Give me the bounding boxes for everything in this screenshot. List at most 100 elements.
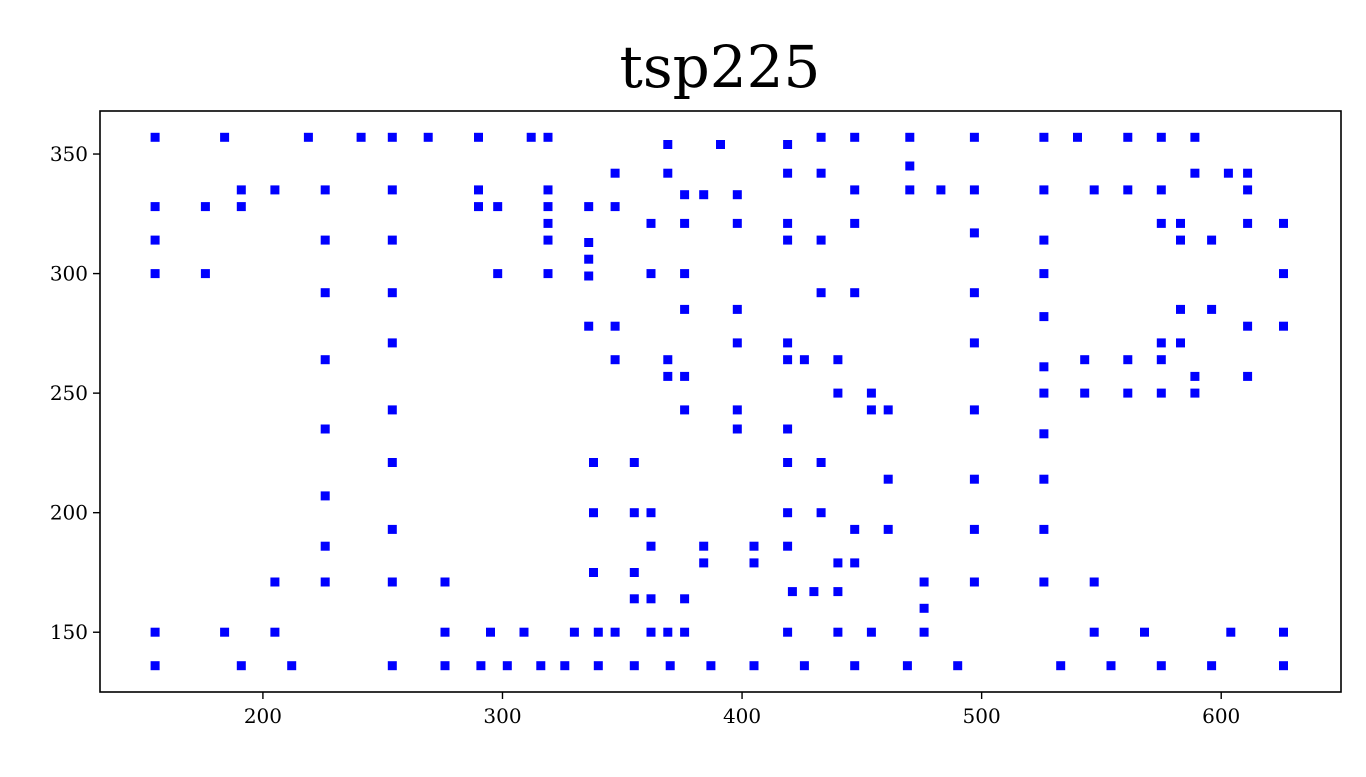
data-point — [220, 627, 230, 637]
data-point — [486, 627, 495, 637]
data-point — [969, 288, 979, 298]
data-point — [1089, 627, 1099, 637]
data-point — [1039, 312, 1049, 322]
data-point — [663, 355, 673, 365]
data-point — [969, 577, 979, 587]
data-point — [1190, 388, 1200, 398]
data-point — [646, 218, 656, 228]
data-point — [883, 524, 893, 534]
data-point — [663, 168, 673, 178]
data-point — [220, 132, 230, 142]
data-point — [663, 140, 673, 149]
data-point — [716, 140, 725, 149]
data-point — [493, 269, 503, 279]
data-point — [732, 338, 742, 348]
data-point — [1156, 185, 1166, 195]
data-point — [1123, 355, 1133, 365]
data-point — [809, 587, 819, 597]
data-point — [732, 218, 742, 228]
data-point — [905, 161, 915, 171]
data-point — [387, 185, 397, 195]
data-point — [706, 661, 716, 671]
data-point — [816, 288, 826, 298]
data-point — [680, 405, 690, 415]
data-point — [646, 627, 656, 637]
data-point — [850, 218, 860, 228]
data-point — [1190, 168, 1200, 178]
data-point — [749, 661, 759, 671]
data-point — [150, 132, 160, 142]
data-point — [1039, 577, 1049, 587]
data-point — [783, 627, 793, 637]
data-point — [610, 202, 620, 212]
data-point — [474, 202, 483, 212]
data-point — [440, 577, 450, 587]
data-point — [502, 661, 512, 671]
data-point — [783, 218, 793, 228]
data-point — [589, 568, 598, 577]
data-point — [356, 132, 366, 142]
data-point — [1039, 388, 1049, 398]
data-point — [1223, 168, 1233, 178]
data-point — [1140, 627, 1149, 637]
data-point — [543, 235, 553, 245]
x-tick-label: 300 — [483, 704, 521, 728]
x-tick-label: 600 — [1202, 704, 1240, 728]
data-point — [883, 405, 893, 415]
data-point — [1176, 218, 1185, 228]
data-point — [589, 458, 598, 467]
data-point — [536, 661, 546, 671]
data-point — [387, 577, 397, 587]
data-point — [303, 132, 313, 142]
data-point — [783, 458, 793, 467]
data-point — [1156, 132, 1166, 142]
data-point — [584, 254, 594, 264]
data-point — [1080, 388, 1090, 398]
data-point — [783, 338, 793, 348]
data-point — [423, 132, 433, 142]
data-point — [320, 235, 330, 245]
data-point — [1207, 304, 1217, 314]
data-point — [584, 202, 594, 212]
data-point — [850, 661, 860, 671]
y-tick-label: 150 — [50, 620, 88, 644]
data-point — [1190, 132, 1200, 142]
data-point — [320, 491, 330, 501]
data-point — [593, 661, 603, 671]
data-point — [699, 190, 709, 200]
data-point — [883, 474, 893, 484]
data-point — [749, 541, 759, 551]
data-point — [519, 627, 529, 637]
data-point — [1039, 362, 1049, 372]
data-point — [1089, 185, 1099, 195]
data-point — [699, 541, 709, 551]
data-point — [783, 355, 793, 365]
data-point — [1176, 338, 1185, 348]
data-point — [270, 185, 280, 195]
data-point — [969, 338, 979, 348]
data-point — [953, 661, 963, 671]
data-point — [919, 627, 929, 637]
data-point — [1207, 661, 1217, 671]
data-point — [320, 185, 330, 195]
data-point — [833, 355, 843, 365]
data-point — [850, 132, 860, 142]
data-point — [476, 661, 486, 671]
data-point — [680, 190, 690, 200]
data-point — [629, 458, 639, 467]
data-point — [1123, 185, 1133, 195]
y-tick-label: 250 — [50, 381, 88, 405]
data-point — [1243, 185, 1253, 195]
data-point — [236, 202, 246, 212]
data-point — [680, 594, 690, 604]
data-point — [732, 405, 742, 415]
data-point — [646, 594, 656, 604]
data-point — [850, 558, 860, 568]
data-point — [387, 235, 397, 245]
data-point — [787, 587, 797, 597]
data-point — [270, 627, 280, 637]
data-point — [150, 202, 160, 212]
data-point — [610, 355, 620, 365]
data-point — [1123, 132, 1133, 142]
data-point — [799, 355, 809, 365]
